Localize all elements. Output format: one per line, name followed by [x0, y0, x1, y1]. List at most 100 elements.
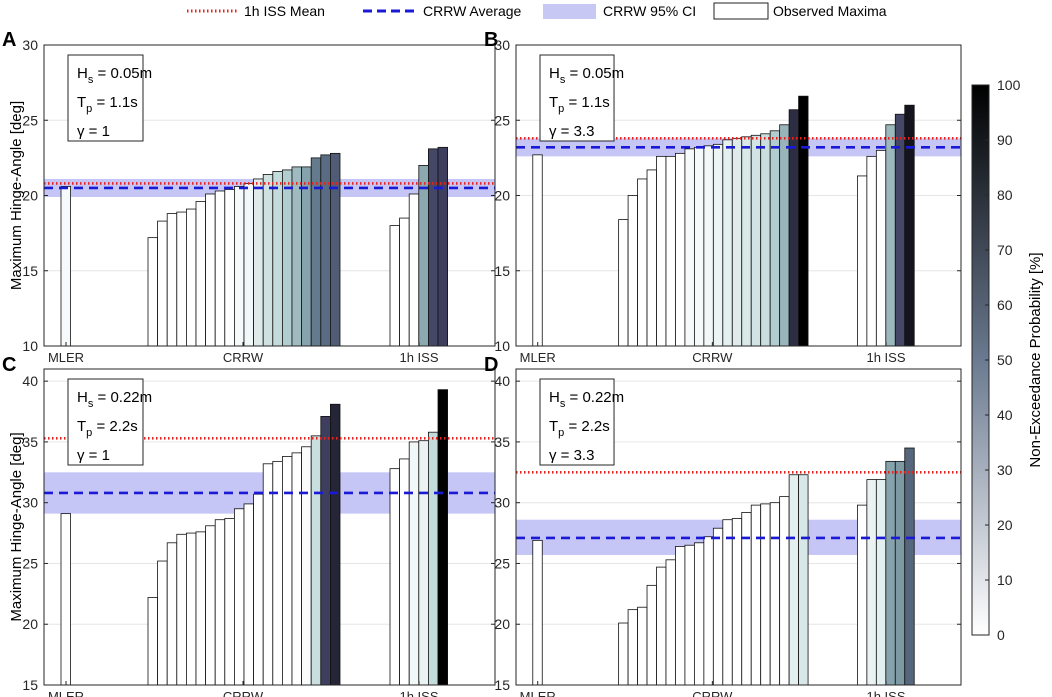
crrw-bar — [224, 518, 235, 686]
group-label: MLER — [48, 689, 84, 697]
colorbar-tick-label: 80 — [997, 187, 1013, 203]
crrw-bar — [741, 136, 752, 347]
crrw-bar — [693, 146, 705, 347]
crrw-bar — [157, 560, 168, 686]
panel-C: C 15 20 25 30 35 40 MLER CRRW 1h ISS Maximum Hinge… — [2, 354, 496, 697]
colorbar-tick-label: 100 — [997, 77, 1021, 93]
crrw-bar — [166, 213, 178, 347]
group-label: MLER — [520, 689, 556, 697]
crrw-bar — [185, 208, 197, 347]
group-label: CRRW — [692, 689, 733, 697]
panel-letter: D — [484, 354, 498, 376]
crrw-bar — [779, 496, 790, 686]
y-tick-label: 40 — [494, 373, 510, 389]
iss-bar — [427, 148, 439, 347]
crrw-bar — [665, 155, 676, 347]
crrw-bar — [147, 597, 159, 686]
group-label: MLER — [520, 350, 556, 365]
crrw-bar — [147, 237, 159, 347]
y-tick-label: 35 — [22, 434, 38, 450]
crrw-bar — [684, 544, 695, 686]
panel-A: A 10 15 20 25 30 MLER CRRW 1h ISS Maximum Hinge-A… — [2, 29, 496, 365]
legend-item: 1h ISS Mean — [187, 3, 325, 19]
crrw-bar — [281, 456, 293, 686]
iss-bar — [885, 460, 896, 686]
y-tick-label: 20 — [494, 188, 510, 204]
parameter-line: γ = 1 — [77, 123, 110, 140]
crrw-bar — [693, 542, 705, 686]
parameter-line: Hs = 0.05m — [549, 65, 624, 86]
mler-bar — [60, 513, 72, 686]
iss-bar — [904, 447, 915, 686]
group-label: 1h ISS — [399, 689, 438, 697]
crrw-bar — [272, 460, 283, 686]
legend-item: CRRW 95% CI — [543, 3, 696, 19]
crrw-bar — [176, 211, 187, 347]
parameter-line: γ = 1 — [77, 447, 110, 464]
crrw-bar — [798, 474, 809, 686]
group-label: 1h ISS — [866, 689, 905, 697]
y-axis-label: Maximum Hinge-Angle [deg] — [8, 101, 25, 290]
legend-label: 1h ISS Mean — [244, 3, 325, 19]
colorbar-tick-label: 60 — [997, 297, 1013, 313]
legend-swatch-observed — [713, 2, 769, 20]
crrw-bar — [760, 133, 771, 347]
crrw-bar — [253, 493, 264, 686]
crrw-bar — [788, 474, 799, 686]
crrw-bar — [750, 134, 762, 347]
crrw-bar — [656, 566, 667, 686]
crrw-bar — [646, 169, 657, 347]
parameter-line: Tp = 1.1s — [549, 94, 610, 115]
crrw-bar — [195, 201, 207, 347]
crrw-bar — [684, 148, 695, 347]
crrw-bar — [166, 542, 178, 686]
iss-bar — [427, 431, 439, 686]
crrw-bar — [329, 403, 341, 686]
parameter-box: Hs = 0.05m Tp = 1.1s γ = 1 — [67, 54, 152, 142]
legend: 1h ISS Mean CRRW Average CRRW 95% CI Observ… — [187, 2, 887, 20]
crrw-bar — [205, 193, 216, 347]
y-tick-label: 15 — [22, 677, 38, 693]
crrw-bar — [675, 152, 686, 347]
colorbar-tick-label: 10 — [997, 572, 1013, 588]
iss-bar — [389, 225, 401, 347]
iss-bar — [437, 146, 449, 347]
y-tick-label: 25 — [494, 112, 510, 128]
iss-bar — [875, 149, 887, 347]
crrw-bar — [637, 606, 648, 686]
crrw-bar — [157, 220, 168, 347]
iss-bar — [856, 175, 868, 347]
y-tick-label: 20 — [22, 188, 38, 204]
parameter-line: Tp = 1.1s — [77, 94, 138, 115]
crrw-bar — [627, 609, 638, 686]
crrw-bar — [722, 519, 733, 686]
colorbar: 0 10 20 30 40 50 60 70 80 90 100 Non-Exceedance Pro… — [971, 77, 1044, 643]
crrw-bar — [769, 502, 781, 686]
iss-bar — [418, 440, 429, 686]
colorbar-tick-label: 70 — [997, 242, 1013, 258]
parameter-line: γ = 3.3 — [549, 123, 594, 140]
group-label: CRRW — [692, 350, 733, 365]
crrw-bar — [769, 130, 781, 347]
crrw-bar — [731, 137, 743, 347]
y-tick-label: 10 — [22, 338, 38, 354]
crrw-bar — [214, 519, 226, 686]
y-tick-label: 35 — [494, 434, 510, 450]
legend-label: CRRW 95% CI — [603, 3, 696, 19]
iss-bar — [894, 113, 906, 347]
iss-bar — [437, 389, 449, 686]
y-tick-label: 20 — [22, 616, 38, 632]
group-label: CRRW — [223, 350, 264, 365]
iss-bar — [399, 217, 410, 347]
y-axis-label: Maximum Hinge-Angle [deg] — [8, 432, 25, 621]
crrw-bar — [665, 559, 676, 686]
colorbar-tick-label: 50 — [997, 352, 1013, 368]
iss-bar — [856, 504, 868, 686]
crrw-bar — [310, 435, 322, 686]
group-label: MLER — [48, 350, 84, 365]
colorbar-tick-label: 30 — [997, 462, 1013, 478]
parameter-line: γ = 3.3 — [549, 447, 594, 464]
colorbar-tick-label: 0 — [997, 627, 1005, 643]
parameter-line: Tp = 2.2s — [77, 418, 138, 439]
legend-label: CRRW Average — [423, 3, 522, 19]
